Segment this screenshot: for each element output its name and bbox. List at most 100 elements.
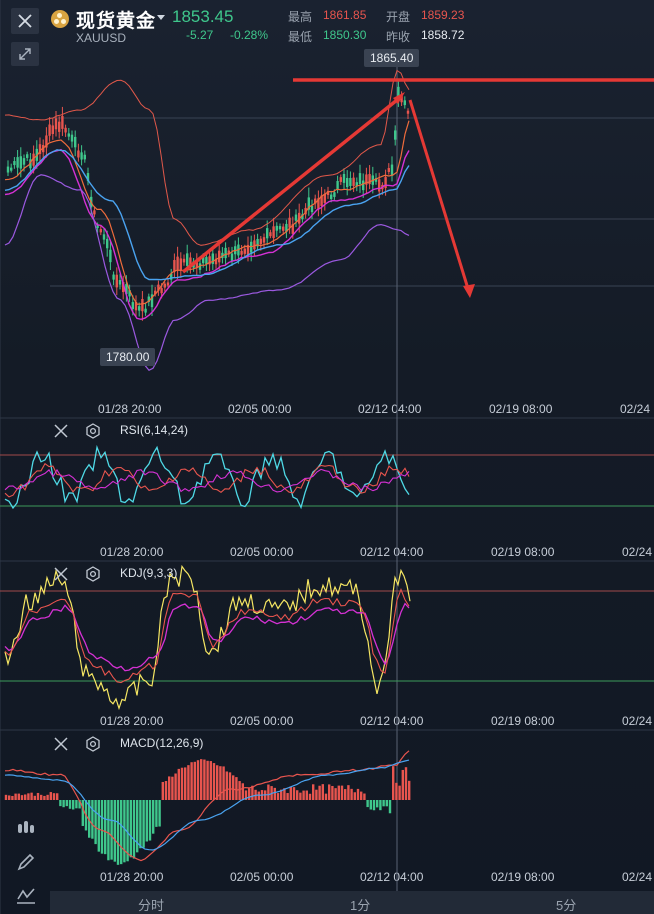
macd-histogram-bar: [120, 800, 123, 865]
candle-body: [259, 238, 262, 245]
candle-body: [272, 226, 275, 239]
tab-timeline[interactable]: 分时: [138, 898, 165, 913]
candle-body: [314, 198, 317, 204]
candle-body: [368, 174, 371, 185]
candle-body: [163, 283, 166, 288]
macd-histogram-bar: [91, 800, 94, 839]
candle-body: [16, 157, 19, 168]
candle-body: [339, 177, 342, 182]
draw-tool-button[interactable]: [13, 850, 39, 874]
tab-5min[interactable]: 5分: [556, 898, 577, 913]
kdj-close-button[interactable]: [54, 567, 68, 586]
macd-close-button[interactable]: [54, 737, 68, 756]
time-axis-label: 02/12 04:00: [360, 714, 424, 728]
candle-body: [131, 302, 134, 310]
instrument-title[interactable]: 现货黄金: [76, 11, 157, 32]
macd-histogram-bar: [228, 772, 232, 800]
time-axis-label: 02/19 08:00: [491, 545, 555, 559]
macd-histogram-bar: [401, 769, 404, 800]
candle-body: [397, 86, 400, 99]
macd-histogram-bar: [209, 761, 212, 800]
time-axis-label: 02/05 00:00: [230, 714, 294, 728]
time-axis-label: 02/24: [622, 870, 652, 884]
candle-body: [246, 244, 250, 255]
macd-histogram-bar: [225, 771, 228, 800]
macd-dif-line: [4, 750, 410, 862]
instrument-symbol: XAUUSD: [76, 31, 127, 45]
macd-histogram-bar: [283, 788, 286, 800]
macd-histogram-bar: [104, 800, 107, 855]
macd-histogram-bar: [24, 794, 27, 800]
macd-histogram-bar: [404, 767, 408, 800]
macd-histogram-bar: [257, 791, 260, 800]
candle-body: [243, 248, 246, 254]
macd-histogram-bar: [152, 800, 155, 834]
macd-histogram-bar: [68, 800, 72, 809]
time-axis-label: 01/28 20:00: [100, 714, 164, 728]
candle-body: [22, 158, 26, 165]
candle-body: [102, 234, 106, 240]
candle-body: [96, 224, 99, 229]
candle-body: [10, 167, 13, 171]
macd-settings-button[interactable]: [85, 736, 101, 757]
candle-body: [166, 282, 170, 286]
macd-histogram-bar: [337, 785, 340, 800]
close-button[interactable]: [11, 8, 39, 34]
macd-histogram-bar: [81, 800, 84, 826]
macd-histogram-bar: [232, 775, 235, 800]
macd-histogram-bar: [360, 791, 363, 800]
candle-body: [218, 250, 221, 263]
rsi-settings-button[interactable]: [85, 423, 101, 444]
candle-body: [58, 121, 61, 132]
rsi-close-button[interactable]: [54, 424, 68, 443]
tab-1min[interactable]: 1分: [350, 898, 371, 913]
close-icon: [18, 14, 32, 28]
kdj-k-line: [4, 587, 410, 684]
candle-body: [349, 177, 352, 186]
macd-histogram-bar: [318, 785, 321, 800]
macd-histogram-bar: [212, 763, 216, 800]
macd-histogram-bar: [280, 789, 283, 800]
candle-body: [262, 237, 266, 243]
macd-histogram-bar: [344, 789, 347, 800]
macd-histogram-bar: [276, 793, 280, 800]
candle-body: [320, 195, 323, 206]
time-axis-label: 02/12 04:00: [360, 870, 424, 884]
candle-body: [48, 124, 51, 136]
macd-histogram-bar: [321, 784, 324, 800]
macd-histogram-bar: [388, 800, 392, 814]
candle-body: [365, 174, 368, 185]
high-value: 1861.85: [323, 8, 367, 22]
ma-orange-line: [4, 120, 410, 305]
macd-histogram-bar: [379, 800, 382, 811]
candle-type-button[interactable]: [13, 816, 39, 840]
macd-histogram-bar: [171, 776, 174, 800]
candle-body: [227, 250, 230, 255]
candle-body: [358, 173, 362, 184]
macd-histogram-bar: [312, 784, 315, 800]
candle-body: [403, 100, 406, 106]
candle-body: [86, 173, 90, 182]
macd-histogram-bar: [180, 767, 184, 800]
macd-histogram-bar: [14, 793, 17, 800]
rsi14-line: [4, 462, 410, 498]
candle-body: [307, 197, 310, 210]
kdj-settings-button[interactable]: [85, 566, 101, 587]
macd-histogram-bar: [132, 800, 136, 859]
time-axis-label: 02/05 00:00: [230, 870, 294, 884]
candle-body: [141, 298, 144, 312]
chevron-down-icon[interactable]: [157, 15, 165, 20]
macd-histogram-bar: [56, 793, 59, 800]
indicator-button[interactable]: [13, 884, 39, 908]
candle-body: [122, 281, 125, 293]
candle-body: [374, 178, 378, 182]
candle-body: [134, 301, 138, 311]
candle-body: [336, 181, 339, 189]
candle-body: [202, 256, 205, 264]
macd-histogram-bar: [158, 800, 161, 827]
macd-histogram-bar: [190, 762, 193, 800]
prev-close-value: 1858.72: [421, 28, 465, 42]
macd-histogram-bar: [292, 787, 296, 800]
expand-button[interactable]: [11, 42, 39, 66]
